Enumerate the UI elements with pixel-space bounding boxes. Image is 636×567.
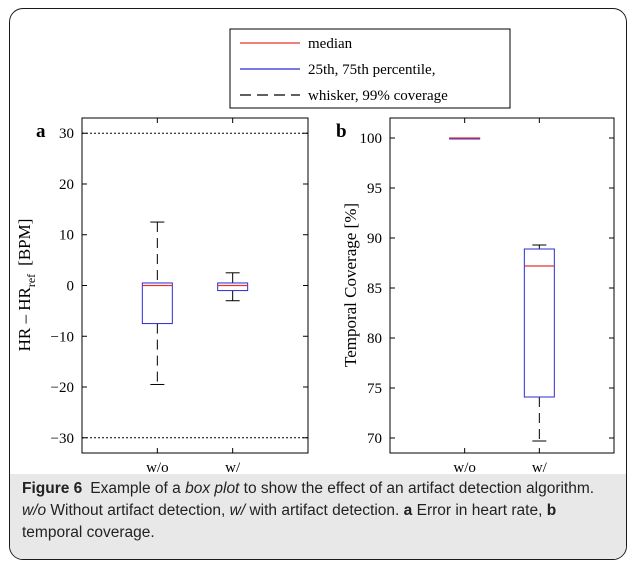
- a-xtick-label: w/o: [146, 460, 169, 472]
- caption-part: w/o: [22, 502, 47, 519]
- caption-part: Without artifact detection,: [46, 502, 230, 519]
- a-xtick-label: w/: [225, 460, 241, 472]
- caption-part: with artifact detection.: [245, 502, 404, 519]
- panel-b-ylabel: Temporal Coverage [%]: [341, 203, 360, 367]
- a-box-1: [217, 272, 249, 302]
- a-ytick-label: −10: [51, 329, 74, 345]
- a-ytick-label: 20: [59, 177, 74, 193]
- panel-a-ylabel-main: HR – HR: [15, 287, 34, 352]
- panel-a-ylabel: HR – HRref [BPM]: [15, 219, 38, 352]
- caption-part: box plot: [185, 480, 240, 497]
- a-ytick-label: −20: [51, 380, 74, 396]
- b-ytick-label: 80: [367, 331, 382, 347]
- caption-part: w/: [229, 502, 246, 519]
- a-ytick-label: 30: [59, 126, 74, 142]
- panel-b-label: b: [336, 121, 347, 142]
- panel-a-ylabel-sub: ref: [24, 274, 38, 287]
- panel-a-ylabel-units: [BPM]: [15, 219, 34, 266]
- figure-label: Figure 6: [22, 480, 83, 497]
- caption-part: to show the effect of an artifact detect…: [239, 480, 595, 497]
- b-ytick-label: 70: [367, 431, 382, 447]
- a-ytick-label: 10: [59, 228, 74, 244]
- b-ytick-label: 85: [367, 281, 382, 297]
- caption-part: Error in heart rate,: [412, 502, 547, 519]
- a-ytick-label: 0: [67, 279, 75, 295]
- interquartile-box: [141, 282, 173, 325]
- b-box-1: [523, 244, 555, 442]
- box-plot-figure: median 25th, 75th percentile, whisker, 9…: [15, 28, 615, 472]
- caption-text: Example of a box plot to show the effect…: [22, 480, 594, 541]
- panel-b: b 70 75 80 85 90 95 100 w/o w/ Temporal Coverag…: [336, 117, 615, 472]
- caption-part: a: [403, 502, 413, 519]
- a-ytick-label: −30: [51, 431, 74, 447]
- legend-label-median: median: [308, 36, 353, 52]
- interquartile-box: [217, 282, 249, 292]
- b-xtick-label: w/o: [453, 460, 476, 472]
- b-ytick-label: 100: [360, 131, 383, 147]
- caption-part: b: [546, 502, 557, 519]
- panel-b-axes: [389, 117, 615, 454]
- interquartile-box: [523, 248, 555, 398]
- a-box-0: [141, 221, 173, 385]
- figure-caption: Figure 6 Example of a box plot to show th…: [22, 478, 618, 544]
- legend: median 25th, 75th percentile, whisker, 9…: [229, 28, 511, 109]
- panel-a-axes: [81, 117, 309, 454]
- caption-part: Example of a: [90, 480, 186, 497]
- b-xtick-label: w/: [532, 460, 548, 472]
- b-ytick-label: 95: [367, 181, 382, 197]
- legend-label-percentile: 25th, 75th percentile,: [308, 62, 435, 78]
- b-ytick-label: 90: [367, 231, 382, 247]
- b-box-0: [449, 137, 481, 140]
- caption-part: temporal coverage.: [22, 524, 155, 541]
- b-ytick-label: 75: [367, 381, 382, 397]
- panel-a: a −30 −20 −10 0 10 20 30 w/o w/ HR – HRref [BPM]: [15, 117, 309, 472]
- panel-a-label: a: [36, 121, 46, 142]
- legend-label-whisker: whisker, 99% coverage: [308, 88, 448, 104]
- caption-background: [10, 474, 626, 559]
